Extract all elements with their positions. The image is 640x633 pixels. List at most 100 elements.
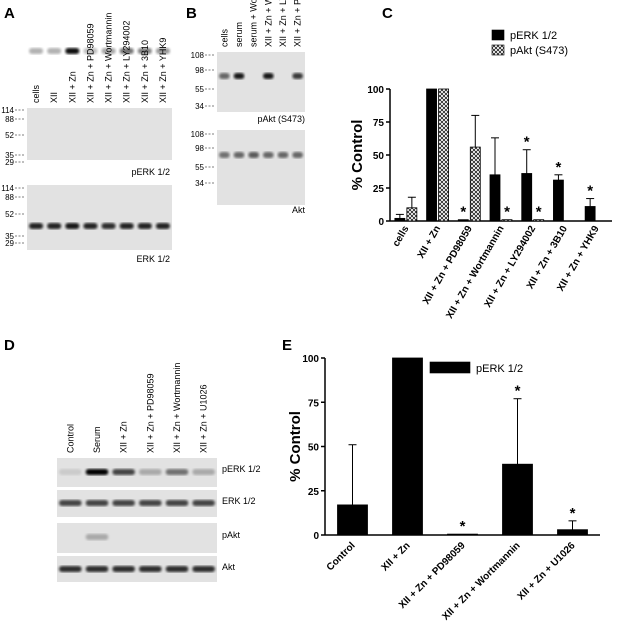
x-tick-label: XII + Zn + U1026 bbox=[516, 540, 578, 602]
lane-label: XII + Zn + PD98059 bbox=[145, 373, 155, 453]
blot-label: ERK 1/2 bbox=[136, 254, 170, 264]
band bbox=[165, 566, 189, 572]
significance: * bbox=[460, 518, 466, 535]
panel-label: E bbox=[282, 337, 292, 354]
band bbox=[85, 469, 109, 475]
legend-label: pAkt (S473) bbox=[510, 45, 568, 57]
significance: * bbox=[556, 159, 562, 176]
bar bbox=[553, 179, 564, 222]
legend-swatch bbox=[429, 361, 471, 374]
significance: * bbox=[515, 383, 521, 400]
marker-label: 55 bbox=[195, 163, 204, 172]
lane-label: XII + Zn + Wortmannin bbox=[104, 13, 114, 103]
marker-label: 55 bbox=[195, 85, 204, 94]
lane-label: serum bbox=[234, 22, 244, 47]
marker-label: 29 bbox=[5, 158, 14, 167]
lane-label: XII + Zn + YHK9 bbox=[158, 38, 168, 103]
bar bbox=[406, 207, 418, 222]
blot bbox=[217, 130, 305, 205]
marker-label: 114 bbox=[1, 106, 14, 115]
band bbox=[29, 48, 44, 54]
band bbox=[219, 152, 230, 158]
band bbox=[29, 223, 44, 229]
band bbox=[59, 566, 82, 572]
marker-label: 108 bbox=[191, 130, 205, 139]
band bbox=[137, 48, 152, 54]
lane-label: XII + Zn + PD98059 bbox=[85, 23, 95, 103]
y-tick-label: 25 bbox=[373, 184, 385, 195]
band bbox=[292, 152, 303, 158]
band bbox=[139, 469, 162, 475]
marker-label: 34 bbox=[195, 179, 204, 188]
lane-label: XII bbox=[49, 92, 59, 103]
band bbox=[263, 152, 274, 158]
band bbox=[292, 73, 303, 79]
band bbox=[47, 223, 62, 229]
panel-label: C bbox=[382, 5, 393, 22]
band bbox=[101, 48, 116, 54]
bar bbox=[457, 219, 469, 222]
bar bbox=[584, 206, 596, 222]
marker-label: 88 bbox=[5, 115, 14, 124]
y-tick-label: 75 bbox=[373, 118, 385, 129]
marker-label: 88 bbox=[5, 193, 14, 202]
y-tick-label: 25 bbox=[308, 487, 320, 498]
blot bbox=[217, 52, 305, 112]
significance: * bbox=[587, 183, 593, 200]
marker-label: 34 bbox=[195, 102, 204, 111]
band bbox=[233, 73, 245, 79]
lane-label: XII + Zn + PD98059 bbox=[293, 0, 303, 47]
blot-label: pERK 1/2 bbox=[222, 464, 261, 474]
lane-label: XII + Zn + U1026 bbox=[199, 384, 209, 453]
blot-label: ERK 1/2 bbox=[222, 496, 256, 506]
y-tick-label: 0 bbox=[313, 531, 319, 542]
band bbox=[83, 48, 98, 54]
bar bbox=[557, 529, 588, 536]
y-tick-label: 50 bbox=[308, 443, 320, 454]
bar bbox=[533, 219, 545, 222]
bar bbox=[394, 217, 406, 222]
x-tick-label: cells bbox=[391, 224, 412, 249]
band bbox=[137, 223, 152, 229]
band bbox=[277, 152, 289, 158]
significance: * bbox=[460, 204, 466, 221]
blot-label: pAkt (S473) bbox=[257, 114, 305, 124]
lane-label: Control bbox=[65, 424, 75, 453]
band bbox=[85, 566, 109, 572]
blot bbox=[57, 556, 217, 582]
bar bbox=[501, 219, 513, 222]
blot-label: pERK 1/2 bbox=[131, 167, 170, 177]
legend-swatch bbox=[491, 29, 505, 41]
band bbox=[85, 534, 109, 540]
band bbox=[47, 48, 62, 54]
blot-label: Akt bbox=[292, 205, 306, 215]
marker-label: 35 bbox=[5, 151, 14, 160]
blot bbox=[57, 490, 217, 517]
lane-label: XII + Zn bbox=[67, 71, 77, 103]
lane-label: cells bbox=[31, 84, 41, 103]
x-tick-label: Control bbox=[325, 540, 358, 573]
y-axis-title: % Control bbox=[349, 120, 366, 191]
lane-label: XII + Zn + LY294002 bbox=[278, 0, 288, 47]
marker-label: 98 bbox=[195, 144, 204, 153]
band bbox=[59, 469, 82, 475]
band bbox=[65, 223, 80, 229]
band bbox=[155, 223, 170, 229]
x-tick-label: XII + Zn bbox=[379, 540, 412, 573]
panel-label: A bbox=[4, 5, 15, 22]
bar bbox=[337, 504, 368, 536]
marker-label: 29 bbox=[5, 239, 14, 248]
significance: * bbox=[570, 505, 576, 522]
lane-label: XII + Zn + LY294002 bbox=[122, 21, 132, 103]
legend-swatch bbox=[491, 44, 505, 56]
marker-label: 52 bbox=[5, 210, 14, 219]
blot-label: pAkt bbox=[222, 530, 241, 540]
y-axis-title: % Control bbox=[287, 411, 304, 482]
band bbox=[139, 566, 162, 572]
band bbox=[65, 48, 80, 54]
lane-label: XII + Zn + Wortmannin bbox=[172, 363, 182, 453]
bar bbox=[521, 173, 533, 222]
blot bbox=[27, 108, 172, 160]
band bbox=[119, 48, 134, 54]
